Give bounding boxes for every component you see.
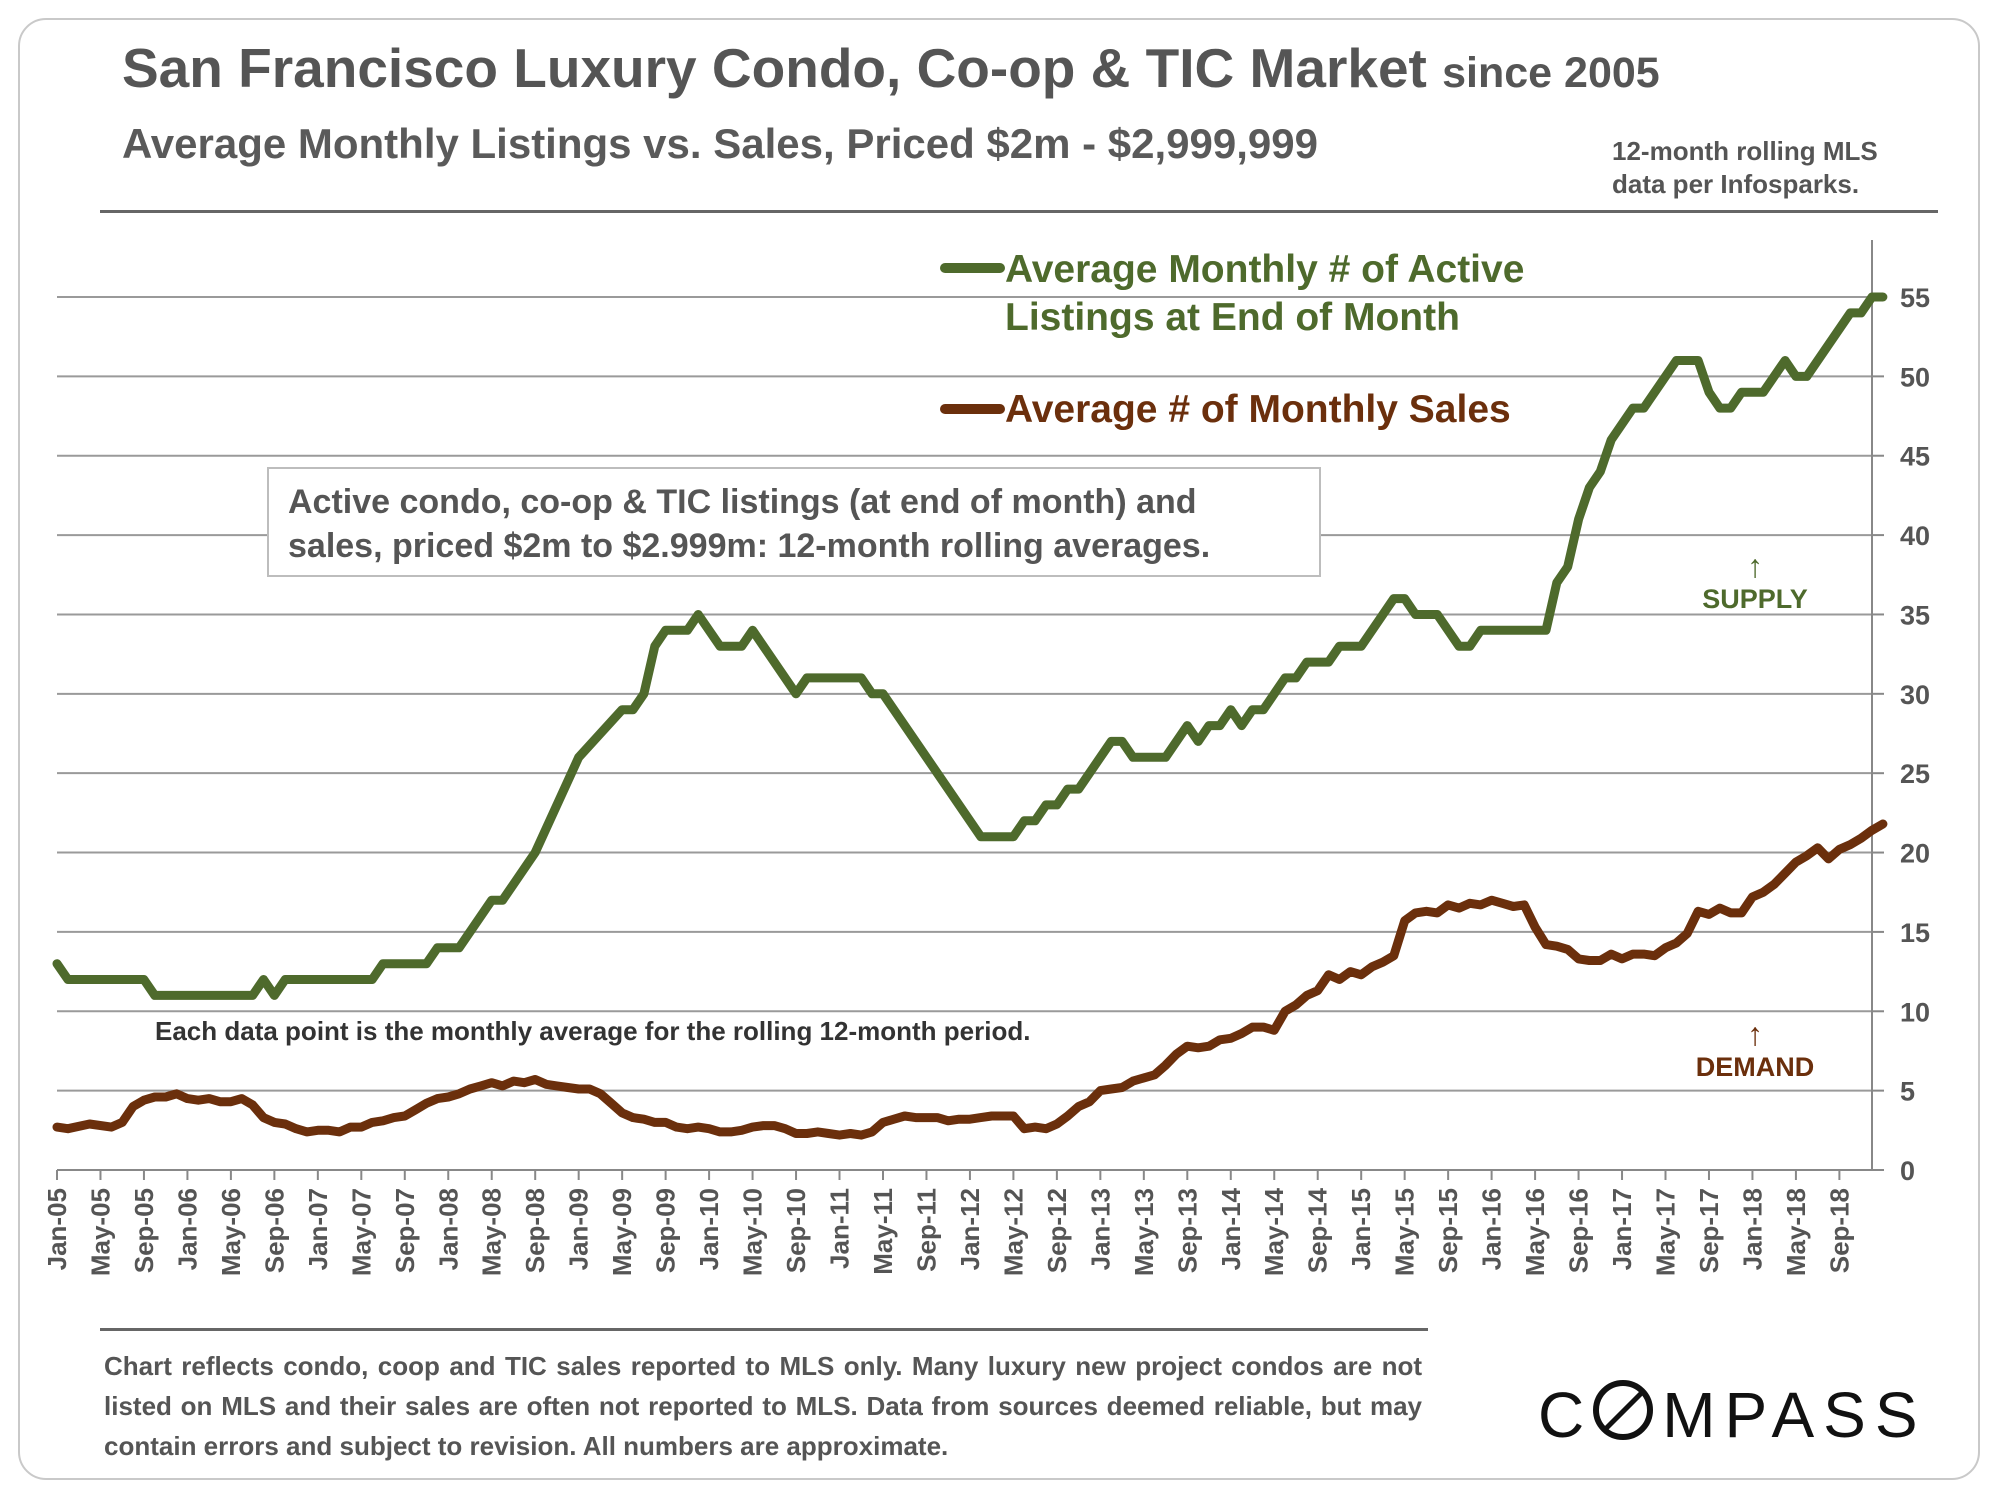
chart-title: San Francisco Luxury Condo, Co-op & TIC … <box>122 36 1660 100</box>
y-tick-label-10: 10 <box>1900 997 1930 1027</box>
x-tick-label-Sep-09: Sep-09 <box>651 1188 681 1273</box>
chart-title-main: San Francisco Luxury Condo, Co-op & TIC … <box>122 37 1427 99</box>
y-tick-label-20: 20 <box>1900 839 1930 869</box>
x-tick-label-Jan-14: Jan-14 <box>1216 1187 1246 1270</box>
x-tick-label-Sep-05: Sep-05 <box>129 1188 159 1273</box>
legend-label-listings-line1: Average Monthly # of Active <box>1005 248 1524 291</box>
x-tick-label-Jan-12: Jan-12 <box>955 1188 985 1270</box>
x-tick-label-Sep-11: Sep-11 <box>911 1188 941 1272</box>
x-tick-label-Sep-12: Sep-12 <box>1042 1188 1072 1273</box>
x-tick-label-Jan-09: Jan-09 <box>564 1188 594 1270</box>
x-tick-label-Jan-13: Jan-13 <box>1085 1188 1115 1270</box>
x-tick-label-May-05: May-05 <box>85 1188 115 1276</box>
compass-logo-o-icon <box>1593 1380 1654 1440</box>
x-tick-label-Sep-18: Sep-18 <box>1824 1188 1854 1273</box>
x-tick-label-May-10: May-10 <box>738 1188 768 1276</box>
chart-title-suffix: since 2005 <box>1442 49 1660 97</box>
x-tick-label-Sep-08: Sep-08 <box>520 1188 550 1273</box>
source-note: 12-month rolling MLS data per Infosparks… <box>1612 135 1878 201</box>
source-note-line1: 12-month rolling MLS <box>1612 136 1878 166</box>
logo-prefix: C <box>1538 1379 1594 1451</box>
x-tick-label-May-07: May-07 <box>346 1188 376 1276</box>
x-tick-label-Jan-18: Jan-18 <box>1737 1188 1767 1270</box>
x-tick-label-May-17: May-17 <box>1651 1188 1681 1276</box>
annotation-box-line2: sales, priced $2m to $2.999m: 12-month r… <box>288 527 1210 565</box>
x-tick-label-May-08: May-08 <box>477 1188 507 1276</box>
x-tick-label-Jan-16: Jan-16 <box>1477 1188 1507 1270</box>
x-tick-label-Jan-10: Jan-10 <box>694 1188 724 1270</box>
legend-label-listings-line2: Listings at End of Month <box>1005 296 1460 339</box>
x-tick-label-Jan-07: Jan-07 <box>303 1188 333 1270</box>
y-tick-label-45: 45 <box>1900 442 1930 472</box>
y-tick-label-30: 30 <box>1900 680 1930 710</box>
x-tick-label-May-18: May-18 <box>1781 1188 1811 1276</box>
series-line-sales <box>52 819 1888 1140</box>
x-tick-label-May-14: May-14 <box>1259 1187 1289 1276</box>
x-tick-label-Sep-15: Sep-15 <box>1433 1188 1463 1273</box>
x-tick-label-May-12: May-12 <box>998 1188 1028 1276</box>
x-tick-label-May-15: May-15 <box>1390 1188 1420 1276</box>
x-tick-label-Jan-17: Jan-17 <box>1607 1188 1637 1270</box>
x-tick-label-Sep-06: Sep-06 <box>259 1188 289 1273</box>
supply-label: SUPPLY <box>1702 584 1808 614</box>
x-tick-label-Jan-05: Jan-05 <box>42 1188 72 1270</box>
y-tick-label-40: 40 <box>1900 521 1930 551</box>
x-tick-label-May-13: May-13 <box>1129 1188 1159 1276</box>
y-tick-label-15: 15 <box>1900 918 1930 948</box>
y-tick-label-5: 5 <box>1900 1077 1915 1107</box>
x-tick-label-Jan-15: Jan-15 <box>1346 1188 1376 1270</box>
supply-arrow-icon: ↑ <box>1747 548 1763 584</box>
x-tick-label-Jan-11: Jan-11 <box>825 1188 855 1269</box>
y-tick-label-50: 50 <box>1900 362 1930 392</box>
logo-suffix: MPASS <box>1662 1379 1927 1451</box>
x-tick-label-Sep-13: Sep-13 <box>1172 1188 1202 1273</box>
annotation-box <box>267 467 1321 577</box>
x-tick-label-Sep-17: Sep-17 <box>1694 1188 1724 1273</box>
x-tick-label-Jan-06: Jan-06 <box>172 1188 202 1270</box>
series-line-listings <box>52 292 1888 1000</box>
demand-label: DEMAND <box>1696 1052 1815 1082</box>
y-tick-label-0: 0 <box>1900 1156 1915 1186</box>
x-tick-label-May-06: May-06 <box>216 1188 246 1276</box>
x-tick-label-Sep-14: Sep-14 <box>1303 1187 1333 1273</box>
data-point-note: Each data point is the monthly average f… <box>155 1016 1030 1046</box>
y-tick-label-25: 25 <box>1900 759 1930 789</box>
x-tick-label-Sep-10: Sep-10 <box>781 1188 811 1273</box>
x-tick-label-Sep-07: Sep-07 <box>390 1188 420 1273</box>
x-tick-label-May-09: May-09 <box>607 1188 637 1276</box>
annotation-box-line1: Active condo, co-op & TIC listings (at e… <box>288 483 1197 521</box>
chart-subtitle: Average Monthly Listings vs. Sales, Pric… <box>122 120 1318 167</box>
footer-divider <box>100 1328 1428 1331</box>
y-tick-label-55: 55 <box>1900 283 1930 313</box>
demand-arrow-icon: ↑ <box>1747 1016 1763 1052</box>
slide-frame <box>18 18 1980 1480</box>
x-tick-label-May-16: May-16 <box>1520 1188 1550 1276</box>
source-note-line2: data per Infosparks. <box>1612 169 1860 199</box>
x-tick-label-Jan-08: Jan-08 <box>433 1188 463 1270</box>
header-divider <box>100 210 1938 213</box>
x-tick-label-May-11: May-11 <box>868 1188 898 1275</box>
legend-label-sales: Average # of Monthly Sales <box>1005 388 1511 431</box>
y-tick-label-35: 35 <box>1900 600 1930 630</box>
footer-disclaimer: Chart reflects condo, coop and TIC sales… <box>104 1351 1422 1461</box>
compass-logo: C MPASS <box>1538 1378 1927 1452</box>
x-tick-label-Sep-16: Sep-16 <box>1564 1188 1594 1273</box>
